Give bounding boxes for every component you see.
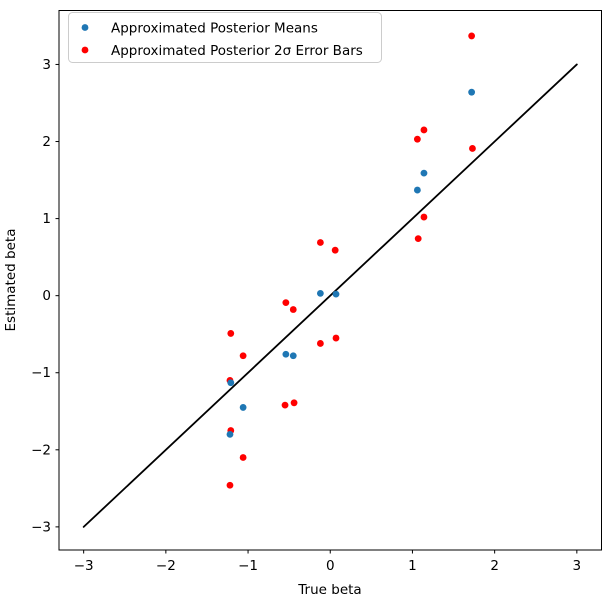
y-axis-ticks: −3 −2 −1 0 1 2 3 [31,57,59,535]
mean-point [332,290,340,298]
error-bar-point [331,246,339,254]
mean-points [226,88,476,438]
error-bar-point [239,352,247,360]
y-tick-label: 2 [42,134,51,150]
mean-point [282,350,290,358]
y-axis-label: Estimated beta [3,229,19,332]
error-bar-point [420,213,428,221]
error-bar-point [239,454,247,461]
x-tick-label: −1 [238,558,258,574]
error-bar-point [332,334,340,342]
legend-label-means: Approximated Posterior Means [111,21,318,37]
error-bar-point [469,145,476,152]
error-bar-point [289,306,297,313]
error-bar-point [414,235,422,243]
y-tick-label: −1 [31,365,51,381]
x-axis-ticks: −3 −2 −1 0 1 2 3 [74,550,581,574]
error-bar-points [226,32,476,489]
y-tick-label: 1 [42,211,51,227]
mean-point [413,186,421,194]
y-tick-label: 0 [42,288,51,304]
mean-point [316,289,324,297]
error-bar-point [420,126,428,134]
mean-point [226,430,234,438]
y-tick-label: −2 [31,442,51,458]
legend-box [68,12,382,63]
error-bar-point [282,299,290,307]
plot-frame [58,10,602,551]
legend: Approximated Posterior Means Approximate… [68,12,382,63]
error-bar-point [227,330,235,337]
x-tick-label: 3 [573,558,582,574]
legend-marker-means-dot-icon [81,24,89,31]
mean-point [468,88,476,96]
x-tick-label: 0 [326,558,335,574]
error-bar-point [290,399,298,407]
mean-point [420,169,428,177]
y-tick-label: 3 [42,57,51,73]
x-tick-label: 1 [408,558,417,574]
y-tick-label: −3 [31,519,51,535]
error-bar-point [281,401,289,409]
error-bar-point [316,340,324,347]
mean-point [289,352,297,360]
x-axis-label: True beta [297,582,361,598]
legend-label-error-bars: Approximated Posterior 2σ Error Bars [111,43,363,59]
mean-point [239,404,247,411]
x-tick-label: −3 [74,558,94,574]
legend-marker-error-dot-icon [81,46,89,54]
x-tick-label: −2 [156,558,176,574]
x-tick-label: 2 [490,558,499,574]
error-bar-point [226,481,234,489]
error-bar-point [468,32,476,40]
error-bar-point [316,239,324,246]
error-bar-point [413,135,421,143]
mean-point [227,379,235,387]
identity-line [82,63,578,528]
